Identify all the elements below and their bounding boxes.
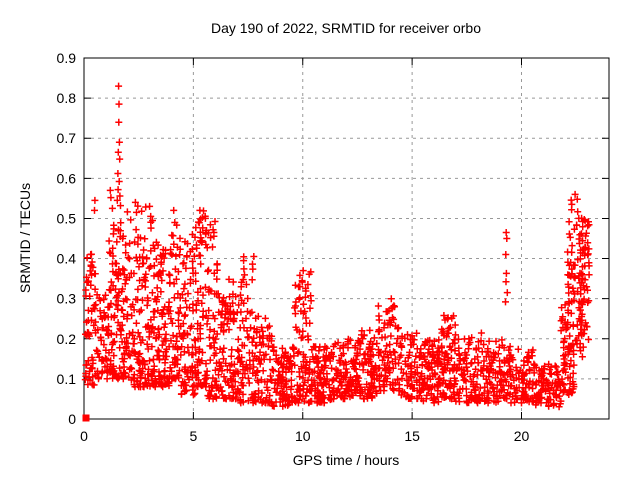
x-tick-label: 5 xyxy=(189,428,197,444)
plot-border xyxy=(83,57,610,420)
y-tick-label: 0.5 xyxy=(57,210,77,226)
y-tick-label: 0.7 xyxy=(57,130,77,146)
x-tick-labels: 0 5 10 15 20 xyxy=(80,428,529,444)
y-tick-label: 0.1 xyxy=(57,371,77,387)
y-tick-label: 0.8 xyxy=(57,90,77,106)
origin-data-point xyxy=(82,414,90,422)
y-tick-label: 0 xyxy=(68,411,76,427)
y-tick-labels: 0 0.1 0.2 0.3 0.4 0.5 0.6 0.7 0.8 0.9 xyxy=(57,50,77,427)
chart-title: Day 190 of 2022, SRMTID for receiver orb… xyxy=(211,20,481,36)
y-tick-label: 0.2 xyxy=(57,331,77,347)
y-tick-label: 0.4 xyxy=(57,251,77,267)
x-tick-label: 0 xyxy=(80,428,88,444)
y-tick-label: 0.6 xyxy=(57,170,77,186)
y-tick-label: 0.9 xyxy=(57,50,77,66)
scatter-points xyxy=(81,82,593,411)
x-tick-label: 15 xyxy=(404,428,420,444)
y-tick-label: 0.3 xyxy=(57,291,77,307)
x-tick-label: 10 xyxy=(295,428,311,444)
y-axis-label: SRMTID / TECUs xyxy=(17,183,33,293)
x-tick-label: 20 xyxy=(514,428,530,444)
x-axis-label: GPS time / hours xyxy=(293,452,400,468)
